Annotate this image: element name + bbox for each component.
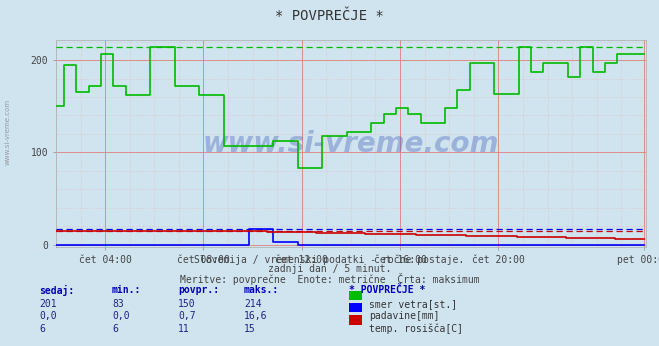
Text: 0,7: 0,7 xyxy=(178,311,196,321)
Text: * POVPREČJE *: * POVPREČJE * xyxy=(275,9,384,22)
Text: 6: 6 xyxy=(112,324,118,334)
Text: * POVPREČJE *: * POVPREČJE * xyxy=(349,285,426,295)
Text: padavine[mm]: padavine[mm] xyxy=(369,311,440,321)
Text: www.si-vreme.com: www.si-vreme.com xyxy=(203,130,499,157)
Text: 83: 83 xyxy=(112,299,124,309)
Text: maks.:: maks.: xyxy=(244,285,279,295)
Text: 214: 214 xyxy=(244,299,262,309)
Text: Meritve: povprečne  Enote: metrične  Črta: maksimum: Meritve: povprečne Enote: metrične Črta:… xyxy=(180,273,479,285)
Text: 0,0: 0,0 xyxy=(112,311,130,321)
Text: 11: 11 xyxy=(178,324,190,334)
Text: min.:: min.: xyxy=(112,285,142,295)
Text: 15: 15 xyxy=(244,324,256,334)
Text: 16,6: 16,6 xyxy=(244,311,268,321)
Text: temp. rosišča[C]: temp. rosišča[C] xyxy=(369,324,463,334)
Text: povpr.:: povpr.: xyxy=(178,285,219,295)
Text: www.si-vreme.com: www.si-vreme.com xyxy=(5,98,11,165)
Text: 0,0: 0,0 xyxy=(40,311,57,321)
Text: Slovenija / vremenski podatki - ročne postaje.: Slovenija / vremenski podatki - ročne po… xyxy=(194,254,465,265)
Text: zadnji dan / 5 minut.: zadnji dan / 5 minut. xyxy=(268,264,391,274)
Text: smer vetra[st.]: smer vetra[st.] xyxy=(369,299,457,309)
Text: 6: 6 xyxy=(40,324,45,334)
Text: 150: 150 xyxy=(178,299,196,309)
Text: sedaj:: sedaj: xyxy=(40,285,74,297)
Text: 201: 201 xyxy=(40,299,57,309)
